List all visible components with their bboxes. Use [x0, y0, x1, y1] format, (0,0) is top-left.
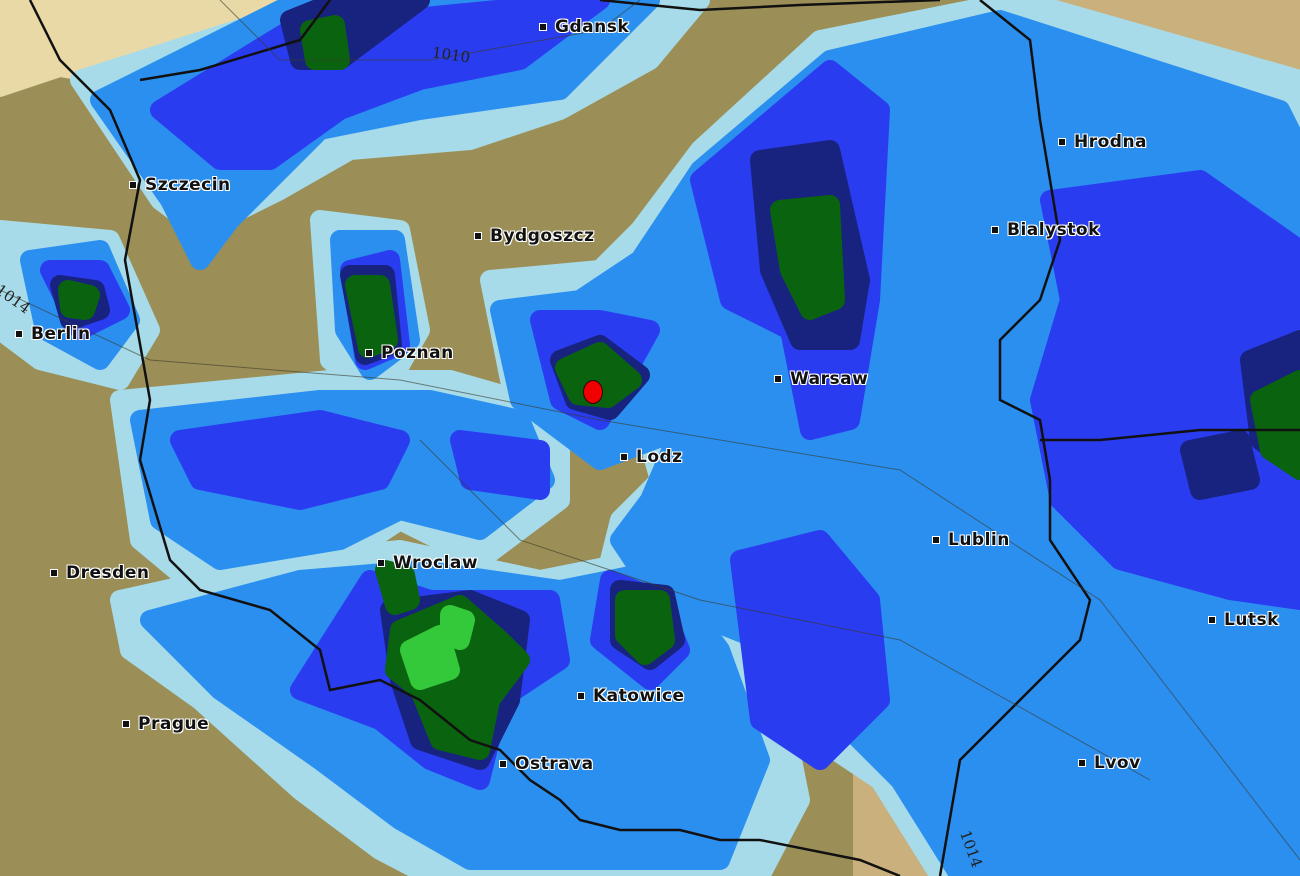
precipitation-level-5	[400, 625, 460, 690]
city-label: Katowice	[593, 686, 685, 706]
city-label: Lutsk	[1224, 610, 1279, 630]
city-hrodna[interactable]: Hrodna	[1058, 132, 1147, 152]
country-borders	[28, 0, 1300, 876]
precipitation-level-4	[58, 280, 100, 320]
city-label: Hrodna	[1074, 132, 1148, 152]
precipitation-level-2	[730, 530, 890, 770]
city-dot-icon	[774, 375, 782, 383]
city-lublin[interactable]: Lublin	[932, 530, 1010, 550]
city-lutsk[interactable]: Lutsk	[1208, 610, 1279, 630]
city-label: Bialystok	[1007, 220, 1100, 240]
city-dot-icon	[539, 23, 547, 31]
city-dot-icon	[620, 453, 628, 461]
city-bialystok[interactable]: Bialystok	[991, 220, 1100, 240]
city-ostrava[interactable]: Ostrava	[499, 754, 594, 774]
city-label: Dresden	[66, 563, 150, 583]
city-dot-icon	[1078, 759, 1086, 767]
city-label: Warsaw	[790, 369, 869, 389]
precipitation-level-4	[300, 15, 350, 70]
city-dot-icon	[365, 349, 373, 357]
precipitation-level-4	[615, 590, 675, 665]
city-dot-icon	[991, 226, 999, 234]
city-dresden[interactable]: Dresden	[50, 563, 149, 583]
city-dot-icon	[377, 559, 385, 567]
precipitation-level-2	[450, 430, 550, 500]
red-location-marker[interactable]	[583, 380, 603, 404]
precipitation-level-2	[170, 410, 410, 510]
city-szczecin[interactable]: Szczecin	[129, 175, 231, 195]
city-wroclaw[interactable]: Wroclaw	[377, 553, 478, 573]
city-label: Bydgoszcz	[490, 226, 595, 246]
city-berlin[interactable]: Berlin	[15, 324, 91, 344]
precipitation-level-4	[345, 275, 398, 358]
city-lodz[interactable]: Lodz	[620, 447, 683, 467]
city-label: Gdansk	[555, 17, 630, 37]
city-warsaw[interactable]: Warsaw	[774, 369, 868, 389]
city-label: Wroclaw	[393, 553, 479, 573]
precipitation-level-2	[1030, 170, 1300, 610]
city-dot-icon	[129, 181, 137, 189]
city-label: Prague	[138, 714, 210, 734]
city-dot-icon	[577, 692, 585, 700]
city-gdansk[interactable]: Gdansk	[539, 17, 629, 37]
city-katowice[interactable]: Katowice	[577, 686, 685, 706]
city-label: Berlin	[31, 324, 91, 344]
city-label: Lublin	[948, 530, 1010, 550]
city-dot-icon	[122, 720, 130, 728]
precipitation-level-3	[1180, 430, 1260, 500]
city-dot-icon	[1058, 138, 1066, 146]
city-dot-icon	[50, 569, 58, 577]
city-prague[interactable]: Prague	[122, 714, 209, 734]
city-dot-icon	[932, 536, 940, 544]
city-label: Ostrava	[515, 754, 594, 774]
precipitation-level-5	[440, 605, 475, 650]
city-dot-icon	[15, 330, 23, 338]
precipitation-level-4	[1250, 370, 1300, 480]
city-label: Lvov	[1094, 753, 1141, 773]
precipitation-level-4	[770, 195, 845, 320]
city-label: Lodz	[636, 447, 683, 467]
city-lvov[interactable]: Lvov	[1078, 753, 1141, 773]
city-label: Poznan	[381, 343, 454, 363]
city-dot-icon	[499, 760, 507, 768]
city-dot-icon	[474, 232, 482, 240]
city-bydgoszcz[interactable]: Bydgoszcz	[474, 226, 595, 246]
city-dot-icon	[1208, 616, 1216, 624]
precipitation-level-4	[555, 342, 642, 408]
precipitation-level-4	[375, 560, 420, 615]
city-poznan[interactable]: Poznan	[365, 343, 454, 363]
city-label: Szczecin	[145, 175, 231, 195]
